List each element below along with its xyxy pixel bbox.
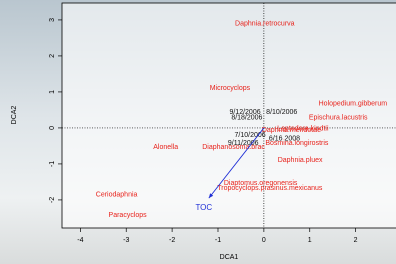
point-label: Daphnia.retrocurva	[235, 21, 295, 28]
x-tick-label: -2	[169, 237, 175, 244]
vector-label: TOC	[195, 203, 212, 212]
y-tick-label: -1	[49, 161, 56, 167]
x-tick-label: -1	[215, 237, 221, 244]
x-tick-label: 1	[308, 237, 312, 244]
y-axis-label: DCA2	[11, 106, 18, 125]
x-tick-label: 0	[262, 237, 266, 244]
point-label: Leptodora.kindtii	[277, 125, 329, 132]
y-tick-label: -2	[49, 197, 56, 203]
x-tick-label: 2	[354, 237, 358, 244]
y-tick-label: 1	[49, 90, 56, 94]
point-label: 6/16 2008	[269, 136, 300, 143]
x-tick-label: -4	[77, 237, 83, 244]
y-tick-label: 2	[49, 54, 56, 58]
x-tick-label: -3	[123, 237, 129, 244]
point-label: Alonella	[153, 144, 178, 151]
point-label: 7/10/2006	[235, 132, 266, 139]
point-label: Daphnia.pluex	[278, 157, 323, 164]
point-label: Epischura.lacustris	[309, 115, 368, 122]
point-label: Ceriodaphnia	[96, 192, 138, 199]
chart: DCA1 DCA2 -4 -3 -2 -1 0 1 2 -2 -1 0 1 2 3 Daphnia.ret…	[0, 0, 396, 264]
point-label: Paracyclops	[109, 212, 148, 219]
point-label: Holopedium.gibberum	[319, 101, 388, 108]
x-axis-label: DCA1	[220, 254, 239, 261]
point-label: 8/18/2006	[231, 115, 262, 122]
y-tick-label: 0	[49, 126, 56, 130]
point-label: 8/10/2006	[266, 109, 297, 116]
point-label: Tropocyclops.prasinus.mexicanus	[217, 185, 323, 192]
point-label: Microcyclops	[210, 85, 251, 92]
page: {"chart_data": {"type": "ordination", "x…	[0, 0, 396, 264]
y-tick-label: 3	[49, 18, 56, 22]
